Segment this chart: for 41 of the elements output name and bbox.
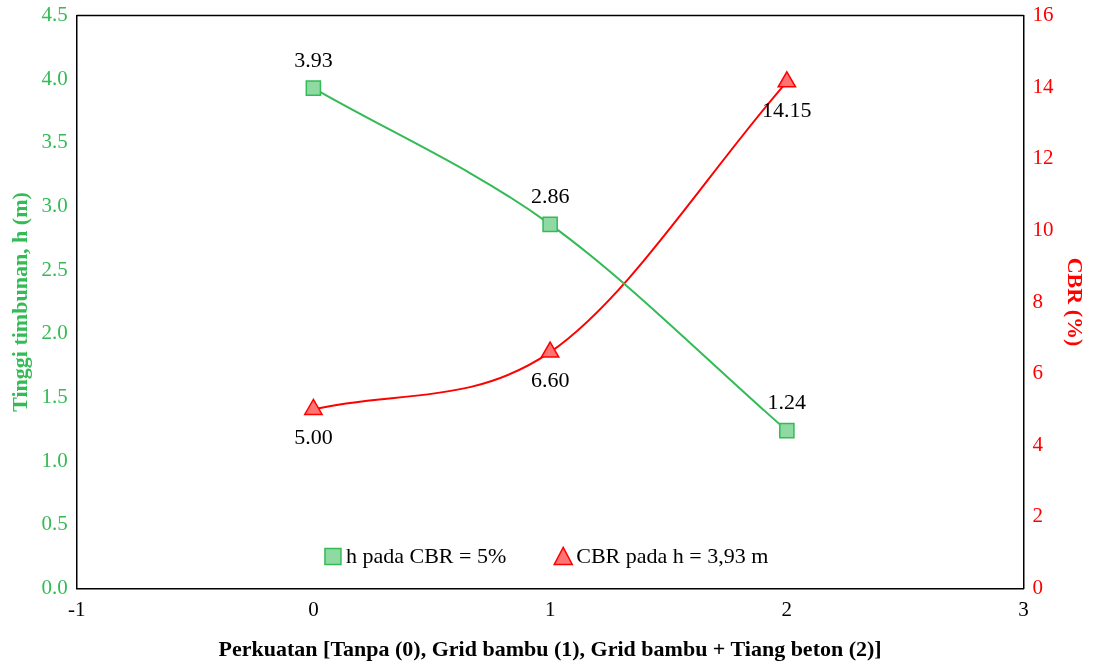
legend-label: h pada CBR = 5% — [345, 543, 507, 569]
point — [305, 80, 322, 96]
x-tick-label: 2 — [781, 596, 793, 621]
y-tick-label: 4.5 — [41, 2, 68, 27]
y2-tick-label: 16 — [1032, 2, 1054, 27]
y2-tick-label: 10 — [1032, 216, 1054, 241]
text: 3.93 — [294, 46, 333, 72]
text: 1.24 — [767, 389, 807, 415]
y-axis-title: Tinggi timbunan, h (m) — [6, 192, 32, 412]
point — [303, 398, 323, 416]
y2-tick-label: 8 — [1032, 288, 1044, 313]
y-tick-label: 3.0 — [41, 193, 68, 218]
y2-tick-label: 14 — [1032, 73, 1055, 98]
x-tick-label: 0 — [308, 596, 319, 621]
y2-tick-label: 6 — [1032, 360, 1044, 385]
x-tick-label: -1 — [67, 596, 86, 621]
y-tick-label: 4.0 — [41, 65, 68, 90]
text: 6.60 — [530, 366, 570, 392]
y2-axis-title: CBR (%) — [1063, 257, 1089, 347]
y2-tick-label: 12 — [1032, 145, 1054, 170]
text: 2.86 — [530, 183, 570, 209]
point — [779, 422, 795, 439]
y2-tick-label: 2 — [1032, 503, 1044, 528]
y2-tick-label: 4 — [1032, 431, 1044, 456]
x-axis-title: Perkuatan [Tanpa (0), Grid bambu (1), Grid bambu + Tiang beton (2)] — [218, 636, 882, 662]
y-tick-label: 0.0 — [41, 574, 68, 599]
y-tick-label: 2.0 — [41, 320, 68, 345]
y-tick-label: 1.5 — [41, 383, 68, 408]
y-tick-label: 3.5 — [41, 129, 68, 154]
y-tick-label: 2.5 — [41, 256, 68, 281]
y2-tick-label: 0 — [1032, 574, 1044, 599]
point — [542, 216, 558, 233]
y-tick-label: 0.5 — [41, 511, 68, 536]
point — [777, 71, 797, 88]
y-tick-label: 1.0 — [41, 447, 68, 472]
text: 14.15 — [762, 96, 812, 122]
x-tick-label: 1 — [544, 596, 556, 621]
point — [540, 341, 560, 358]
legend-label: CBR pada h = 3,93 m — [576, 543, 769, 569]
x-tick-label: 3 — [1018, 596, 1029, 621]
text: 5.00 — [294, 424, 333, 450]
